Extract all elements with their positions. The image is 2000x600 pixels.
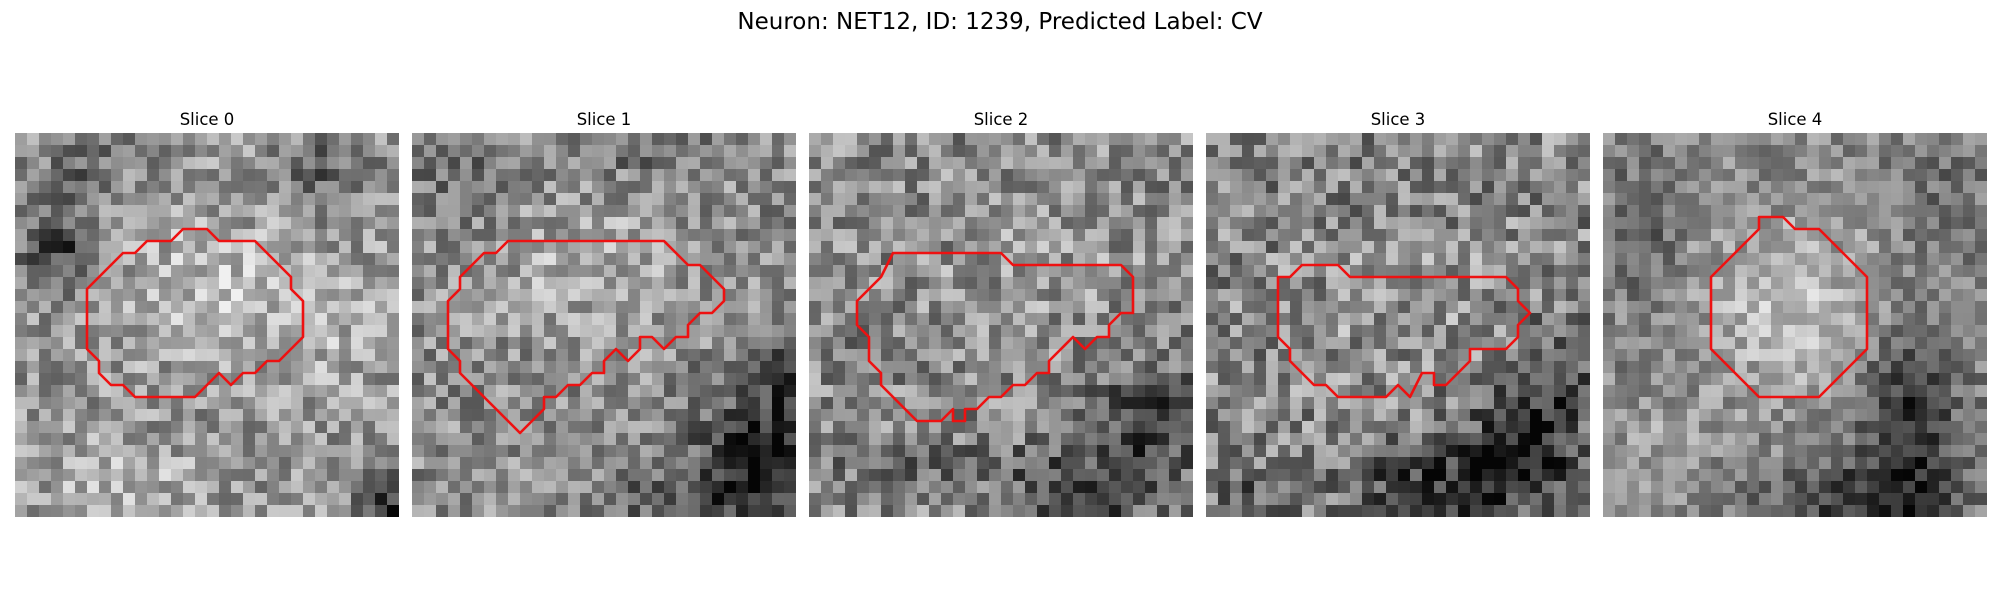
slice-image (1206, 133, 1590, 517)
roi-contour (85, 227, 305, 399)
slice-image (15, 133, 399, 517)
slice-panel-2: Slice 2 (809, 109, 1193, 517)
slice-panel-0: Slice 0 (15, 109, 399, 517)
roi-contour (855, 251, 1135, 423)
grayscale-patch (1603, 133, 1987, 517)
grayscale-patch (809, 133, 1193, 517)
slice-title: Slice 4 (1767, 110, 1823, 129)
contour-line (85, 227, 305, 399)
contour-line (1276, 263, 1532, 399)
contour-line (855, 251, 1135, 423)
grayscale-patch (15, 133, 399, 517)
slice-title: Slice 0 (179, 110, 235, 129)
contour-line (1709, 215, 1869, 399)
contour-line (446, 239, 726, 435)
slice-title: Slice 1 (576, 110, 632, 129)
slice-panel-1: Slice 1 (412, 109, 796, 517)
slice-image (1603, 133, 1987, 517)
roi-contour (1276, 263, 1532, 399)
slice-panel-3: Slice 3 (1206, 109, 1590, 517)
grayscale-patch (412, 133, 796, 517)
slice-image (412, 133, 796, 517)
grayscale-patch (1206, 133, 1590, 517)
figure-title: Neuron: NET12, ID: 1239, Predicted Label… (737, 9, 1263, 35)
slice-title: Slice 2 (973, 110, 1029, 129)
slice-image (809, 133, 1193, 517)
slice-panel-4: Slice 4 (1603, 109, 1987, 517)
roi-contour (1709, 215, 1869, 399)
slice-title: Slice 3 (1370, 110, 1426, 129)
roi-contour (446, 239, 726, 435)
